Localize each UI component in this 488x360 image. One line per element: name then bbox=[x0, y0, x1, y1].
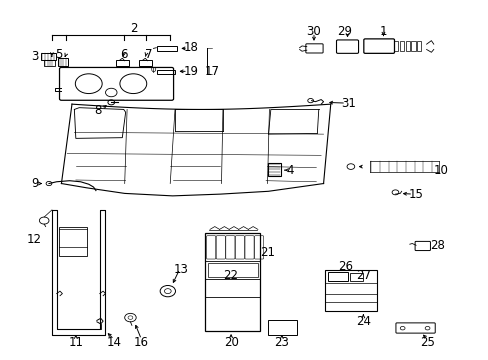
Text: 10: 10 bbox=[433, 164, 447, 177]
Text: 2: 2 bbox=[130, 22, 138, 35]
Text: 3: 3 bbox=[31, 50, 38, 63]
Text: 12: 12 bbox=[27, 234, 42, 247]
Text: 25: 25 bbox=[419, 337, 434, 350]
Text: 4: 4 bbox=[285, 164, 293, 177]
Text: 13: 13 bbox=[173, 264, 188, 276]
Text: 5: 5 bbox=[55, 48, 62, 61]
Text: 16: 16 bbox=[134, 337, 149, 350]
Text: 1: 1 bbox=[379, 25, 386, 38]
Text: 22: 22 bbox=[223, 270, 238, 283]
Text: 11: 11 bbox=[68, 337, 83, 350]
Text: 31: 31 bbox=[341, 96, 356, 109]
Text: 30: 30 bbox=[306, 25, 321, 38]
Text: 28: 28 bbox=[429, 239, 444, 252]
Text: 29: 29 bbox=[336, 25, 351, 38]
Text: 23: 23 bbox=[274, 337, 289, 350]
Text: 26: 26 bbox=[338, 260, 353, 273]
Text: Ψ: Ψ bbox=[150, 68, 156, 74]
Text: 9: 9 bbox=[31, 177, 38, 190]
Text: 7: 7 bbox=[144, 48, 152, 61]
Text: 19: 19 bbox=[183, 65, 198, 78]
Text: 8: 8 bbox=[95, 104, 102, 117]
Text: 14: 14 bbox=[106, 337, 122, 350]
Text: 27: 27 bbox=[355, 270, 370, 283]
Text: 6: 6 bbox=[120, 48, 127, 61]
Text: 18: 18 bbox=[183, 41, 198, 54]
Text: 20: 20 bbox=[223, 337, 238, 350]
Text: 21: 21 bbox=[260, 246, 274, 259]
Text: 17: 17 bbox=[204, 65, 219, 78]
Text: 24: 24 bbox=[355, 315, 370, 328]
Text: 15: 15 bbox=[408, 188, 423, 201]
